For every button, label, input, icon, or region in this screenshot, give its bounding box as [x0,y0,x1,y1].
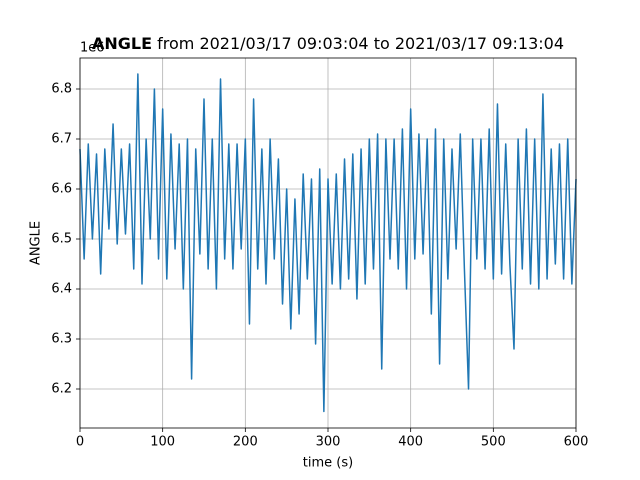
chart-title: ANGLE from 2021/03/17 09:03:04 to 2021/0… [92,34,564,53]
y-tick-label: 6.6 [51,182,72,197]
y-offset: 1e6 [80,41,105,56]
x-axis-label: time (s) [303,456,353,471]
y-tick-label: 6.4 [51,282,72,297]
y-tick-label: 6.8 [51,82,72,97]
y-tick-label: 6.3 [51,332,72,347]
title-rest: from 2021/03/17 09:03:04 to 2021/03/17 0… [152,34,564,53]
x-tick-label: 200 [233,435,258,450]
plot-frame [79,57,577,429]
y-tick-label: 6.2 [51,382,72,397]
x-tick-label: 100 [150,435,175,450]
y-tick-label: 6.7 [51,132,72,147]
y-axis-label: ANGLE [29,221,44,265]
x-tick-label: 400 [398,435,423,450]
x-tick-label: 500 [481,435,506,450]
data-line [79,73,577,413]
title-bold: ANGLE [92,34,152,53]
x-tick-label: 600 [564,435,589,450]
x-tick-label: 300 [316,435,341,450]
x-tick-label: 0 [76,435,84,450]
y-tick-label: 6.5 [51,232,72,247]
